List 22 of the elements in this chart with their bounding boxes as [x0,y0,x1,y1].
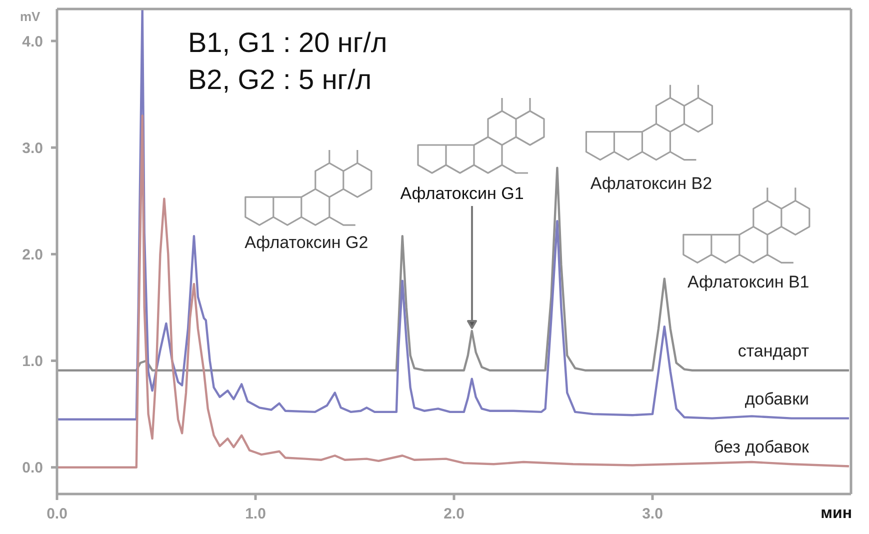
annotation: Афлатоксин B2 [590,174,712,193]
annotation: B2, G2 : 5 нг/л [188,64,372,96]
y-tick-label: 4.0 [22,33,43,50]
x-tick-label: 0.0 [46,506,68,523]
x-tick-label: 3.0 [642,506,663,523]
y-tick-label: 1.0 [22,353,43,370]
y-tick-label: 3.0 [22,140,43,157]
x-tick-label: 1.0 [245,506,266,523]
line-series [57,114,850,468]
y-tick-label: 0.0 [22,460,43,477]
y-tick-label: 2.0 [22,246,43,264]
annotation: Афлатоксин G1 [400,184,524,204]
x-tick-label: 2.0 [444,506,464,523]
series-label: без добавок [714,437,810,456]
annotation: Афлатоксин G2 [244,233,368,252]
line-series [57,166,850,372]
series-label: стандарт [738,341,810,360]
annotation: B1, G1 : 20 нг/л [188,27,388,59]
x-axis-title: мин [820,505,852,523]
series-label: добавки [744,389,810,408]
y-axis-title: mV [20,9,40,24]
annotation: Афлатоксин B1 [688,272,810,292]
